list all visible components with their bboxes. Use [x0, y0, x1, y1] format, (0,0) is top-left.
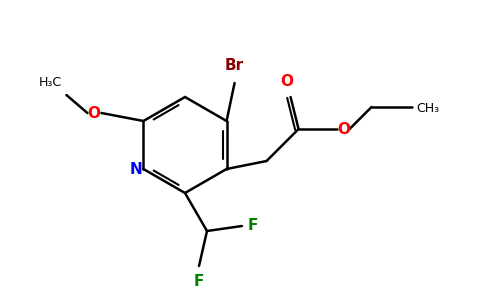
Text: N: N [130, 161, 143, 176]
Text: H₃C: H₃C [38, 76, 61, 89]
Text: Br: Br [225, 58, 244, 73]
Text: CH₃: CH₃ [417, 101, 439, 115]
Text: O: O [337, 122, 350, 136]
Text: O: O [87, 106, 100, 121]
Text: F: F [194, 274, 204, 289]
Text: F: F [248, 218, 258, 233]
Text: O: O [280, 74, 293, 89]
